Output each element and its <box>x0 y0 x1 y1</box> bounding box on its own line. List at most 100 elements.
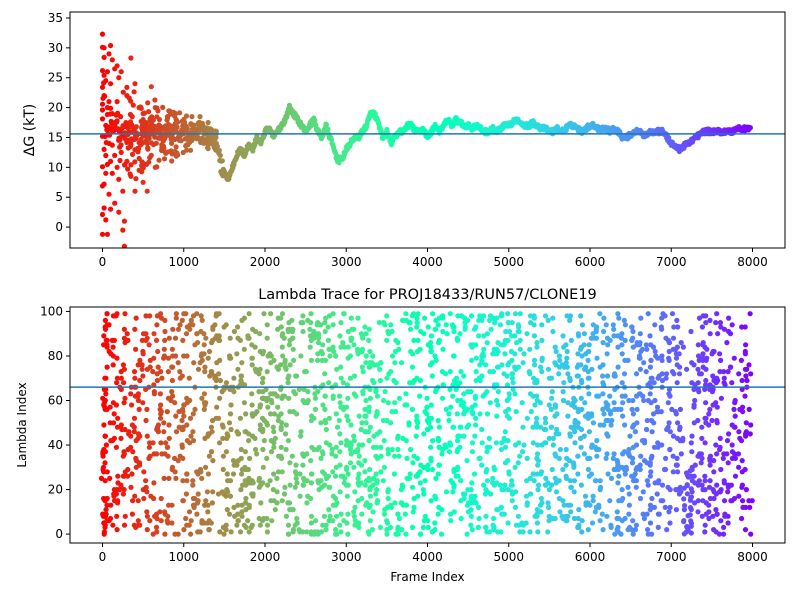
lambda-point <box>681 519 687 525</box>
lambda-y-tick-label: 80 <box>48 349 63 363</box>
lambda-point <box>389 328 395 335</box>
lambda-point <box>264 335 270 341</box>
lambda-point <box>428 402 434 408</box>
lambda-point <box>238 380 245 386</box>
lambda-point <box>662 504 668 510</box>
lambda-point <box>731 406 737 412</box>
lambda-point <box>133 524 139 531</box>
lambda-point <box>475 524 481 531</box>
delta-g-point <box>99 107 106 113</box>
lambda-point <box>748 531 754 537</box>
lambda-point <box>188 518 194 524</box>
delta-g-point <box>128 98 134 104</box>
lambda-point <box>465 487 471 493</box>
lambda-point <box>670 335 677 341</box>
lambda-point <box>484 389 490 395</box>
lambda-point <box>274 393 280 399</box>
lambda-point <box>104 502 110 508</box>
lambda-point <box>300 320 306 326</box>
lambda-point <box>700 351 706 357</box>
lambda-point <box>442 442 448 448</box>
lambda-point <box>300 451 306 457</box>
lambda-point <box>435 322 441 328</box>
lambda-point <box>169 364 175 370</box>
lambda-point <box>287 337 293 343</box>
lambda-point <box>154 426 160 433</box>
lambda-point <box>650 411 657 417</box>
lambda-point <box>201 391 207 397</box>
lambda-point <box>481 346 487 352</box>
delta-g-point <box>168 148 174 154</box>
delta-g-point <box>217 152 223 158</box>
lambda-point <box>228 402 234 408</box>
lambda-point <box>597 311 603 317</box>
lambda-point <box>645 527 651 533</box>
lambda-point <box>377 366 383 372</box>
lambda-point <box>147 518 153 524</box>
lambda-point <box>509 375 515 381</box>
lambda-point <box>414 417 420 424</box>
lambda-point <box>367 395 373 401</box>
lambda-point <box>294 480 300 486</box>
delta-g-point <box>158 123 164 130</box>
lambda-point <box>333 527 339 533</box>
delta-g-y-tick-label: 10 <box>48 160 63 174</box>
lambda-point <box>271 471 277 477</box>
lambda-point <box>213 415 219 421</box>
lambda-point <box>621 466 628 473</box>
lambda-point <box>104 322 110 328</box>
lambda-point <box>165 355 171 361</box>
lambda-point <box>101 531 107 537</box>
lambda-point <box>435 438 442 444</box>
lambda-point <box>190 411 196 417</box>
lambda-point <box>206 453 212 459</box>
delta-g-point <box>116 176 122 182</box>
lambda-point <box>651 380 657 386</box>
lambda-point <box>154 377 160 384</box>
lambda-point <box>230 471 237 477</box>
delta-g-point <box>185 134 191 140</box>
lambda-point <box>385 451 391 457</box>
lambda-point <box>702 415 708 421</box>
lambda-point <box>407 446 414 453</box>
lambda-point <box>658 409 664 415</box>
lambda-point <box>135 362 141 368</box>
lambda-point <box>428 444 434 450</box>
lambda-point <box>282 360 288 366</box>
lambda-point <box>166 475 172 481</box>
lambda-point <box>164 518 170 524</box>
lambda-point <box>250 480 256 486</box>
lambda-point <box>279 469 285 475</box>
lambda-point <box>691 402 697 408</box>
delta-g-point <box>118 114 124 120</box>
lambda-point <box>133 464 139 470</box>
lambda-point <box>499 487 505 493</box>
lambda-point <box>644 346 650 352</box>
delta-g-point <box>103 122 109 129</box>
lambda-point <box>133 346 139 352</box>
lambda-point <box>227 353 233 359</box>
lambda-point <box>385 328 391 335</box>
lambda-point <box>217 357 223 363</box>
lambda-point <box>680 438 686 444</box>
lambda-point <box>729 380 735 386</box>
lambda-point <box>608 475 615 481</box>
lambda-point <box>509 498 515 504</box>
lambda-point <box>212 373 218 379</box>
lambda-point <box>678 489 684 495</box>
lambda-point <box>457 424 463 430</box>
lambda-point <box>549 424 555 430</box>
lambda-point <box>629 337 635 343</box>
lambda-point <box>208 520 214 526</box>
lambda-point <box>578 313 584 319</box>
lambda-point <box>188 433 194 439</box>
lambda-point <box>660 498 666 504</box>
lambda-point <box>293 462 299 468</box>
lambda-point <box>674 380 680 386</box>
lambda-point <box>349 335 355 341</box>
lambda-point <box>421 491 427 497</box>
lambda-point <box>206 348 213 355</box>
lambda-point <box>436 504 442 510</box>
lambda-point <box>333 473 339 479</box>
delta-g-point <box>106 99 112 105</box>
